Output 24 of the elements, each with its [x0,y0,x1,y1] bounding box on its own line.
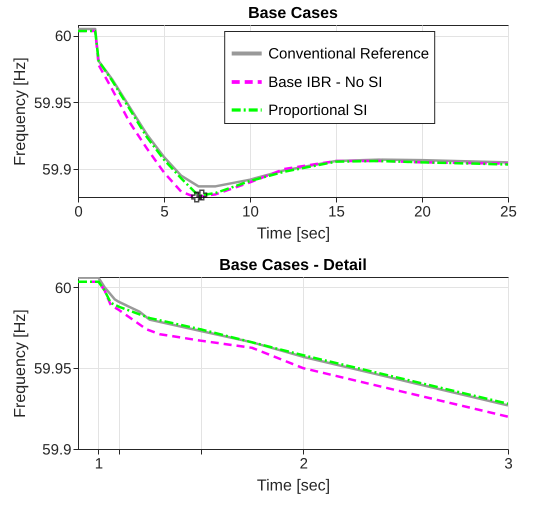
y-tick-label: 59.95 [34,94,72,112]
x-tick-label: 25 [500,204,517,220]
x-tick-label: 20 [414,204,431,220]
y-tick-label: 59.95 [34,360,72,378]
legend-label: Base IBR - No SI [268,74,382,91]
legend-label: Conventional Reference [268,46,430,62]
x-axis-title: Time [sec] [256,226,330,242]
chart-title: Base Cases - Detail [219,257,367,274]
x-tick-label: 3 [504,456,513,472]
x-tick-label: 0 [74,204,83,220]
x-tick-label: 2 [300,456,308,472]
x-tick-label: 1 [94,456,104,472]
y-tick-label: 60 [54,28,72,46]
x-tick-label: 5 [160,204,169,220]
y-axis-title: Frequency [Hz] [12,309,29,418]
y-tick-label: 59.9 [42,162,72,178]
x-tick-label: 10 [242,204,259,220]
y-tick-label: 60 [54,280,72,297]
y-tick-label: 59.9 [42,442,72,458]
legend-label: Proportional SI [268,102,368,119]
x-tick-label: 15 [328,204,345,220]
chart-title: Base Cases [248,5,338,22]
x-axis-title: Time [sec] [256,478,330,494]
y-axis-title: Frequency [Hz] [12,57,29,166]
